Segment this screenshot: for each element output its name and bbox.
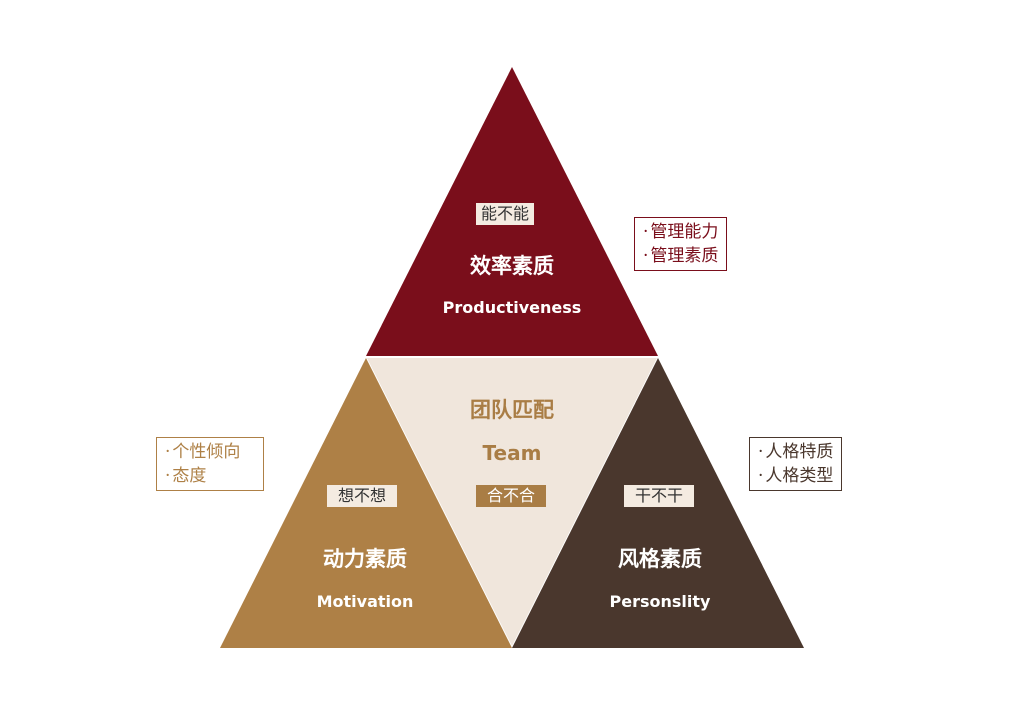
top-note-2: 管理素质 [643,244,718,268]
center-title: 团队匹配 [470,398,554,422]
left-subtitle: Motivation [316,592,414,611]
left-title: 动力素质 [323,547,407,571]
left-note-2: 态度 [165,464,255,488]
right-note-2: 人格类型 [758,464,833,488]
top-notes-box: 管理能力 管理素质 [634,217,728,271]
top-title: 效率素质 [470,254,554,278]
left-notes-box: 个性倾向 态度 [156,437,264,491]
left-note-1: 个性倾向 [165,440,255,464]
center-subtitle: Team [482,441,542,465]
right-tag: 干不干 [624,485,694,507]
right-title: 风格素质 [618,547,702,571]
top-subtitle: Productiveness [442,298,582,317]
center-tag: 合不合 [476,485,546,507]
right-note-1: 人格特质 [758,440,833,464]
top-tag: 能不能 [476,203,534,225]
right-subtitle: Personslity [609,592,711,611]
left-tag: 想不想 [327,485,397,507]
right-notes-box: 人格特质 人格类型 [749,437,843,491]
top-note-1: 管理能力 [643,220,718,244]
